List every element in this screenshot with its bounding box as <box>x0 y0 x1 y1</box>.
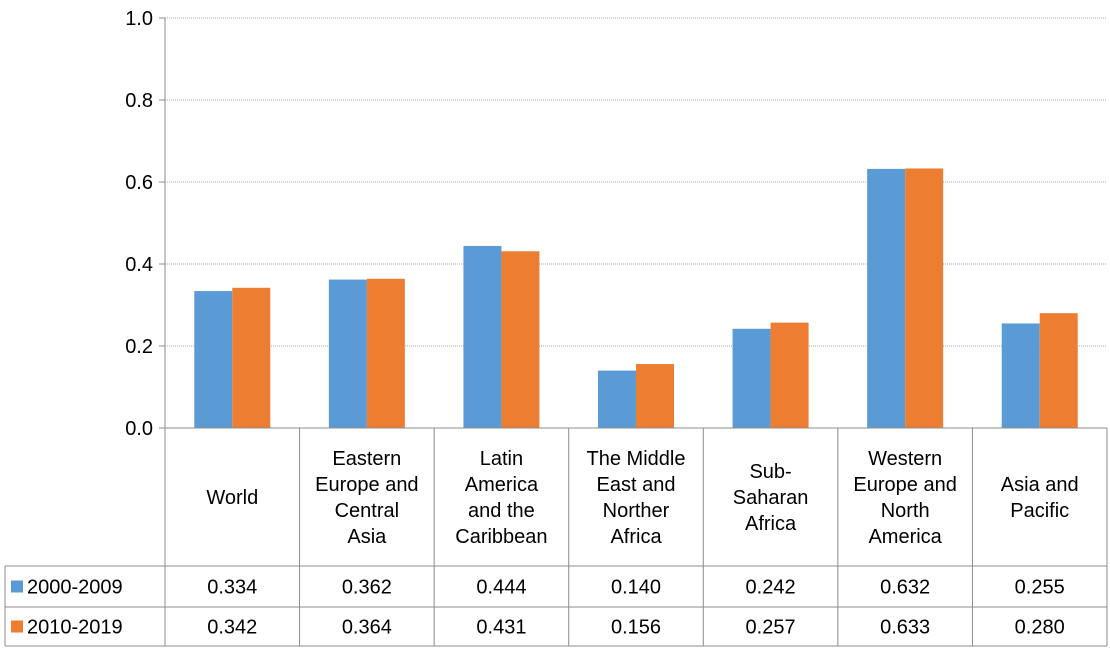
category-label: Asia and <box>1001 474 1079 496</box>
bar-series2 <box>1039 313 1078 428</box>
bar-series1 <box>328 279 367 428</box>
category-label: Africa <box>610 526 662 548</box>
category-label: Central <box>335 500 399 522</box>
bar-series1 <box>867 168 906 428</box>
data-label: 0.257 <box>746 617 796 639</box>
bar-series2 <box>770 322 809 428</box>
y-tick-label: 0.8 <box>125 90 153 112</box>
bar-series1 <box>598 370 636 428</box>
data-label: 0.633 <box>880 617 930 639</box>
category-label: Saharan <box>733 487 809 509</box>
category-label: and the <box>468 500 535 522</box>
bar-series2 <box>366 278 405 428</box>
bar-series1 <box>463 245 502 428</box>
data-table: World Eastern Europe and Central Asia Latin Am… <box>4 428 1108 647</box>
category-label: Eastern <box>332 448 401 470</box>
legend-swatch-series1 <box>11 580 23 593</box>
y-tick-label: 0.6 <box>125 172 153 194</box>
category-label: Europe and <box>853 474 956 496</box>
category-label: Caribbean <box>455 526 547 548</box>
bar-series2 <box>905 168 944 428</box>
category-label: Sub- <box>749 461 791 483</box>
data-label: 0.431 <box>476 617 526 639</box>
data-label: 0.444 <box>476 577 526 599</box>
gridlines <box>165 17 1107 347</box>
bar-series2 <box>636 364 674 428</box>
category-label: Africa <box>745 513 797 535</box>
data-label: 0.334 <box>207 577 257 599</box>
category-label: North <box>881 500 930 522</box>
category-label: World <box>206 487 258 509</box>
data-label: 0.342 <box>207 617 257 639</box>
legend-swatch-series2 <box>11 620 23 633</box>
category-label: Europe and <box>315 474 418 496</box>
axes <box>159 17 1107 646</box>
data-label: 0.280 <box>1015 617 1065 639</box>
y-tick-label: 0.4 <box>125 254 153 276</box>
bar-series1 <box>732 328 771 428</box>
category-label: The Middle <box>587 448 686 470</box>
data-label: 0.362 <box>342 577 392 599</box>
category-label: America <box>465 474 539 496</box>
data-label: 0.364 <box>342 617 392 639</box>
data-label: 0.242 <box>746 577 796 599</box>
category-label: America <box>868 526 942 548</box>
bar-series2 <box>232 287 271 428</box>
data-label: 0.156 <box>611 617 661 639</box>
bars <box>194 168 1078 428</box>
data-label: 0.140 <box>611 577 661 599</box>
y-tick-label: 0.0 <box>125 418 153 440</box>
y-tick-labels: 0.0 0.2 0.4 0.6 0.8 1.0 <box>125 8 153 440</box>
y-tick-label: 0.2 <box>125 336 153 358</box>
category-label: Western <box>868 448 942 470</box>
category-label: East and <box>597 474 676 496</box>
category-label: Pacific <box>1010 500 1069 522</box>
bar-series2 <box>501 251 540 428</box>
category-label: Asia <box>347 526 387 548</box>
category-label: Norther <box>603 500 670 522</box>
legend-label-series2: 2010-2019 <box>27 617 123 639</box>
legend-label-series1: 2000-2009 <box>27 577 123 599</box>
data-label: 0.632 <box>880 577 930 599</box>
category-label: Latin <box>480 448 523 470</box>
bar-series1 <box>1001 323 1040 428</box>
data-label: 0.255 <box>1015 577 1065 599</box>
bar-series1 <box>194 291 233 428</box>
y-tick-label: 1.0 <box>125 8 153 30</box>
